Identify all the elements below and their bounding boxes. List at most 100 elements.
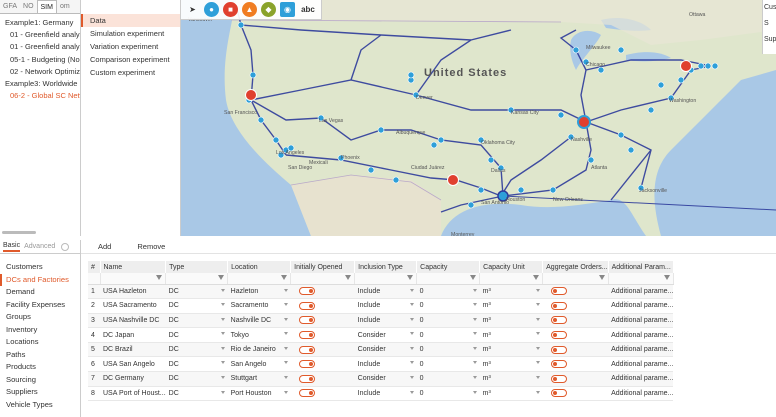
cell-initially-opened[interactable] (290, 356, 355, 373)
chevron-down-icon[interactable] (409, 303, 414, 307)
cell-capacity-unit[interactable]: m³ (479, 298, 543, 314)
filter-icon[interactable] (218, 275, 225, 280)
toggle-switch[interactable] (550, 345, 567, 354)
filter-icon[interactable] (663, 275, 670, 280)
chevron-down-icon[interactable] (409, 317, 414, 321)
map-layer-item[interactable]: Sup (764, 36, 776, 43)
cell-aggregate-orders[interactable] (542, 386, 609, 402)
column-filter[interactable] (290, 273, 356, 285)
chevron-down-icon[interactable] (472, 317, 477, 321)
scenario-tab[interactable]: GFA (3, 3, 18, 10)
cell-type[interactable]: DC (165, 327, 228, 343)
scenario-item[interactable]: Example3: Worldwide (5, 78, 78, 88)
column-filter[interactable] (354, 273, 418, 285)
cell-capacity-unit[interactable]: m³ (479, 356, 543, 373)
chevron-down-icon[interactable] (283, 376, 288, 380)
cell-capacity[interactable]: 0 (416, 371, 480, 387)
experiment-item[interactable]: Data (81, 14, 180, 27)
chevron-down-icon[interactable] (283, 361, 288, 365)
column-header[interactable]: # (88, 261, 101, 273)
cell-initially-opened[interactable] (290, 284, 355, 300)
chevron-down-icon[interactable] (535, 303, 540, 307)
toggle-switch[interactable] (550, 389, 567, 398)
table-row[interactable]: 5 DC Brazil DC Rio de Janeiro Consider 0 m³ Add… (88, 342, 674, 358)
cell-location[interactable]: Port Houston (227, 386, 291, 402)
toggle-switch[interactable] (550, 301, 567, 310)
cell-additional-params[interactable]: Additional parame... (608, 298, 674, 314)
toggle-switch[interactable] (550, 287, 567, 296)
scenario-item[interactable]: 02 - Network Optimiz (10, 66, 80, 76)
cell-name[interactable]: DC Germany (100, 371, 166, 387)
toggle-switch[interactable] (298, 287, 315, 296)
filter-icon[interactable] (281, 275, 288, 280)
nav-item[interactable]: Customers (6, 262, 43, 271)
chevron-down-icon[interactable] (409, 361, 414, 365)
cell-capacity-unit[interactable]: m³ (479, 313, 543, 329)
text-tool-icon[interactable]: abc (301, 5, 315, 14)
table-row[interactable]: 2 USA Sacramento DC Sacramento Include 0 m³ Add… (88, 298, 674, 314)
filter-icon[interactable] (533, 275, 540, 280)
cell-inclusion-type[interactable]: Include (354, 386, 417, 402)
cell-inclusion-type[interactable]: Include (354, 313, 417, 329)
column-filter[interactable] (165, 273, 229, 285)
experiment-item[interactable]: Variation experiment (90, 42, 159, 51)
chevron-down-icon[interactable] (283, 390, 288, 394)
cell-location[interactable]: Tokyo (227, 327, 291, 343)
cell-aggregate-orders[interactable] (542, 327, 609, 343)
column-header[interactable]: Capacity Unit (479, 261, 544, 273)
scenario-item[interactable]: Example1: Germany (5, 18, 74, 27)
chevron-down-icon[interactable] (472, 346, 477, 350)
nav-item[interactable]: Suppliers (6, 387, 38, 396)
chevron-down-icon[interactable] (535, 376, 540, 380)
nav-tab[interactable]: Advanced (24, 243, 56, 250)
chevron-down-icon[interactable] (472, 288, 477, 292)
filter-icon[interactable] (407, 275, 414, 280)
chevron-down-icon[interactable] (283, 288, 288, 292)
column-filter[interactable] (542, 273, 609, 285)
filter-icon[interactable] (598, 275, 605, 280)
column-header[interactable]: Initially Opened (290, 261, 356, 273)
experiment-item[interactable]: Custom experiment (90, 68, 156, 77)
supplier-tool-icon[interactable]: ◆ (261, 2, 276, 17)
chevron-down-icon[interactable] (409, 288, 414, 292)
cell-aggregate-orders[interactable] (542, 342, 609, 358)
toggle-switch[interactable] (298, 345, 315, 354)
scenario-tab[interactable]: om (59, 3, 70, 10)
cell-capacity[interactable]: 0 (416, 313, 480, 329)
toggle-switch[interactable] (298, 389, 315, 398)
cell-name[interactable]: DC Brazil (100, 342, 166, 358)
column-header[interactable]: Inclusion Type (354, 261, 418, 273)
cell-name[interactable]: USA San Angelo (100, 356, 166, 373)
cell-initially-opened[interactable] (290, 313, 355, 329)
chevron-down-icon[interactable] (409, 346, 414, 350)
chevron-down-icon[interactable] (409, 332, 414, 336)
chevron-down-icon[interactable] (283, 346, 288, 350)
nav-item[interactable]: Demand (6, 287, 35, 296)
customer-tool-icon[interactable]: ● (204, 2, 219, 17)
toggle-switch[interactable] (298, 316, 315, 325)
chevron-down-icon[interactable] (535, 288, 540, 292)
chevron-down-icon[interactable] (220, 361, 225, 365)
nav-item[interactable]: Facility Expenses (6, 299, 66, 309)
table-row[interactable]: 8 USA Port of Houst... DC Port Houston Inclu… (88, 386, 674, 402)
toggle-switch[interactable] (298, 331, 315, 340)
cell-name[interactable]: USA Port of Houst... (100, 386, 166, 402)
cell-location[interactable]: Stuttgart (227, 371, 291, 387)
chevron-down-icon[interactable] (535, 346, 540, 350)
cell-type[interactable]: DC (165, 298, 228, 314)
cell-location[interactable]: Hazleton (227, 284, 291, 300)
cell-capacity-unit[interactable]: m³ (479, 284, 543, 300)
column-header[interactable]: Capacity (416, 261, 481, 273)
pointer-icon[interactable]: ➤ (189, 5, 196, 14)
chevron-down-icon[interactable] (472, 303, 477, 307)
chevron-down-icon[interactable] (220, 317, 225, 321)
cell-inclusion-type[interactable]: Include (354, 356, 417, 373)
table-row[interactable]: 4 DC Japan DC Tokyo Consider 0 m³ Additional pa… (88, 327, 674, 343)
cell-inclusion-type[interactable]: Consider (354, 327, 417, 343)
chevron-down-icon[interactable] (283, 332, 288, 336)
network-tool-icon[interactable]: ◉ (280, 2, 295, 17)
cell-aggregate-orders[interactable] (542, 356, 609, 373)
nav-item[interactable]: Products (6, 362, 36, 371)
chevron-down-icon[interactable] (472, 390, 477, 394)
chevron-down-icon[interactable] (535, 317, 540, 321)
